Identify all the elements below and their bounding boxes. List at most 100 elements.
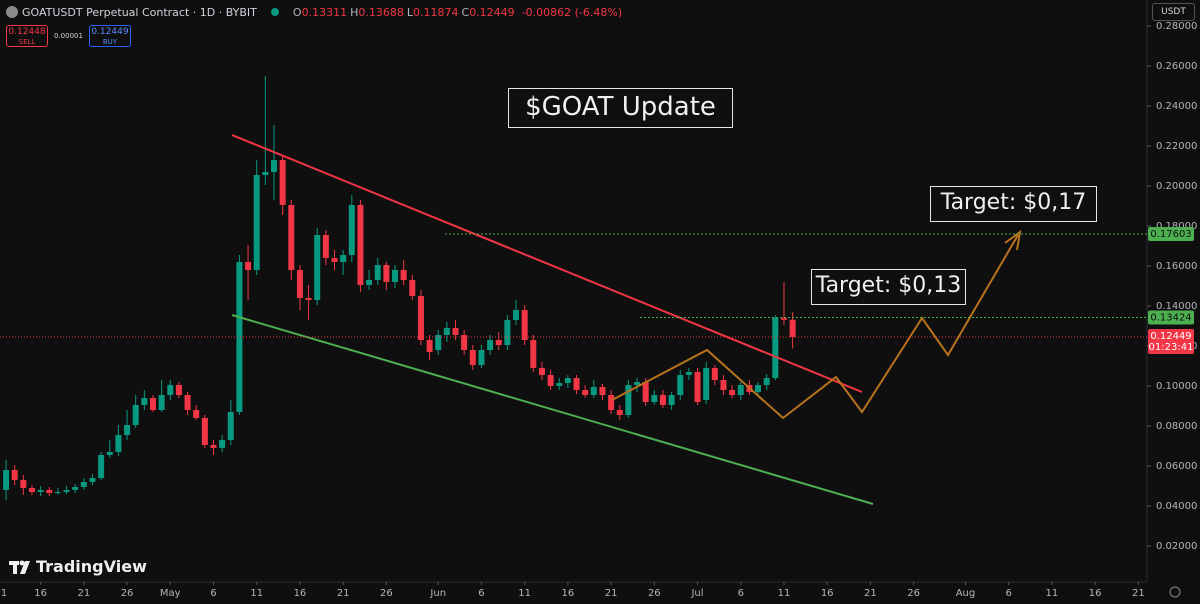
spread: 0.00001 [54,32,83,40]
candle-body [20,480,27,488]
candle-body [271,160,278,172]
sell-button[interactable]: 0.12448 SELL [6,25,48,47]
candle-body [789,319,796,338]
candle-body [435,335,442,350]
projection-arrow [1004,229,1022,251]
x-tick-label: 6 [738,588,744,599]
x-tick-label: 21 [337,588,350,599]
candle-body [288,205,295,270]
sell-label: SELL [18,38,36,46]
candle-body [46,490,53,493]
candle-body [703,368,710,400]
candle-body [175,385,182,395]
resistance-trendline [231,134,863,393]
logo [9,560,30,574]
candle-body [677,375,684,395]
candle-body [763,378,770,385]
candle-body [11,470,18,480]
candle-body [331,258,338,262]
candle-body [417,296,424,340]
candle-body [651,395,658,402]
annotation: Target: $0,13 [811,269,966,305]
candle-body [348,205,355,255]
y-tick-label: 0.20000 [1156,181,1197,192]
candle-body [149,398,156,410]
currency-button[interactable]: USDT [1152,3,1195,21]
x-tick-label: 1 [1,588,7,599]
candle-body [262,172,269,175]
candle-body [374,265,381,280]
x-tick-label: 11 [1046,588,1059,599]
trade-panel: 0.12448 SELL 0.00001 0.12449 BUY [6,25,131,47]
candle-body [184,395,191,410]
candle-body [547,375,554,386]
candle-body [201,418,208,445]
candle-body [426,340,433,352]
header: GOATUSDT Perpetual Contract · 1D · BYBIT… [6,4,625,20]
candle-body [642,382,649,402]
price-label-bg [1148,226,1194,241]
candle-body [3,470,10,490]
candle-body [98,455,105,478]
candle-body [400,270,407,280]
candle-body [305,298,312,300]
x-tick-label: 6 [210,588,216,599]
brand: TradingView [36,557,147,576]
candle-body [634,382,641,385]
y-tick-label: 0.06000 [1156,461,1197,472]
candle-body [582,390,589,395]
candle-body [538,368,545,375]
candle-body [556,383,563,386]
ohlc-label: O [292,5,302,19]
x-tick-label: 21 [77,588,90,599]
candle-body [487,340,494,350]
candle-body [158,395,165,410]
buy-button[interactable]: 0.12449 BUY [88,25,131,47]
ohlc-label: H [350,5,359,19]
candle-body [141,398,148,405]
symbol-title: GOATUSDT Perpetual Contract · 1D · BYBIT [22,5,257,19]
buy-price: 0.12449 [91,27,129,37]
projection-path [611,234,1019,420]
candle-body [780,318,787,320]
candle-body [659,395,666,405]
x-tick-label: 26 [121,588,134,599]
candle-body [504,320,511,345]
candle-body [590,387,597,395]
candle-body [564,378,571,383]
y-tick-label: 0.24000 [1156,101,1197,112]
candle-body [37,490,44,492]
x-tick-label: 16 [562,588,575,599]
candle-body [521,310,528,340]
price-label: 0.17603 [1150,229,1191,240]
candle-body [219,440,226,448]
candle-body [106,452,113,455]
x-tick-label: Aug [956,588,976,599]
candle-body [210,445,217,448]
sell-price: 0.12448 [8,27,46,37]
candle-body [392,270,399,282]
candle-body [89,478,96,482]
x-tick-label: 16 [1089,588,1102,599]
last-price-label: 0.12449 [1150,331,1191,342]
candle-body [296,270,303,298]
candle-body [167,385,174,395]
candle-body [322,235,329,258]
y-tick-label: 0.26000 [1156,61,1197,72]
settings-icon[interactable] [1169,586,1181,598]
symbol-icon [6,6,18,18]
candle-body [772,318,779,378]
ohlc-label: C [461,5,470,19]
y-tick-label: 0.16000 [1156,261,1197,272]
x-tick-label: 11 [250,588,263,599]
ohlc-value: 0.12449 [469,5,515,19]
x-tick-label: Jun [429,588,446,599]
y-tick-label: 0.02000 [1156,541,1197,552]
candle-body [452,328,459,335]
change: -0.00862 (-6.48%) [521,5,623,19]
x-tick-label: 21 [864,588,877,599]
y-tick-label: 0.28000 [1156,21,1197,32]
candle-body [279,160,286,205]
